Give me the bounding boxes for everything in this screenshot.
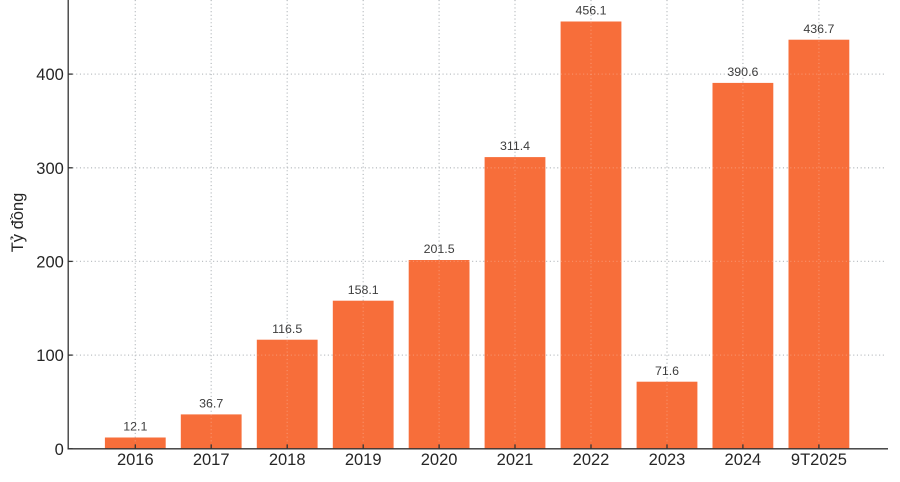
svg-text:2017: 2017	[193, 451, 230, 469]
svg-text:9T2025: 9T2025	[791, 451, 847, 469]
svg-text:71.6: 71.6	[655, 364, 679, 378]
svg-text:311.4: 311.4	[500, 139, 530, 153]
svg-text:2024: 2024	[725, 451, 762, 469]
svg-text:456.1: 456.1	[575, 4, 606, 18]
svg-text:2018: 2018	[269, 451, 306, 469]
svg-text:2021: 2021	[497, 451, 534, 469]
svg-text:12.1: 12.1	[123, 420, 147, 434]
svg-text:390.6: 390.6	[727, 65, 758, 79]
svg-text:200: 200	[36, 254, 64, 272]
svg-text:100: 100	[36, 347, 64, 365]
svg-text:436.7: 436.7	[803, 22, 834, 36]
svg-text:2022: 2022	[573, 451, 610, 469]
svg-text:400: 400	[36, 66, 64, 84]
svg-text:36.7: 36.7	[199, 397, 223, 411]
svg-text:300: 300	[36, 160, 64, 178]
svg-text:2023: 2023	[649, 451, 686, 469]
svg-text:0: 0	[55, 441, 64, 459]
svg-text:2019: 2019	[345, 451, 382, 469]
svg-text:2016: 2016	[117, 451, 154, 469]
svg-text:2020: 2020	[421, 451, 458, 469]
svg-text:116.5: 116.5	[272, 322, 302, 336]
svg-text:201.5: 201.5	[424, 242, 455, 256]
svg-text:158.1: 158.1	[348, 283, 379, 297]
svg-text:Tỷ đồng: Tỷ đồng	[9, 193, 27, 253]
